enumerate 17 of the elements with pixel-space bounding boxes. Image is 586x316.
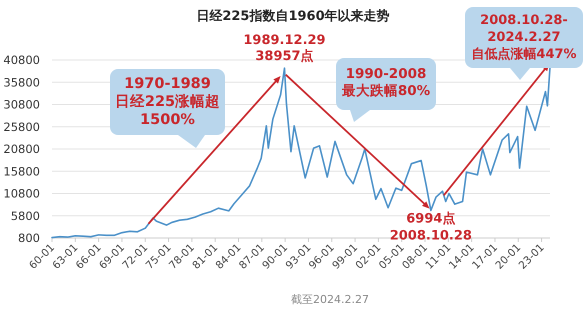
text: 截至2024.2.27 (291, 293, 369, 306)
y-tick-label: 25800 (3, 120, 40, 134)
y-tick-label: 5800 (10, 208, 40, 223)
annotation: 1970-1989 日经225涨幅超 1500% (114, 76, 220, 128)
y-tick-label: 20800 (3, 142, 40, 156)
y-tick-label: 10800 (3, 186, 40, 200)
line-series (51, 66, 551, 238)
y-tick-label: 30800 (3, 98, 40, 112)
chart-title: 日经225指数自1960年以来走势 (196, 8, 390, 24)
annotation: 1989.12.29 38957点 (243, 33, 326, 64)
y-tick-label: 15800 (3, 164, 40, 178)
y-tick-label: 35800 (3, 75, 40, 90)
y-tick-label: 800 (18, 231, 40, 245)
annotation: 6994点 2008.10.28 (390, 210, 472, 244)
annotation: 1990-2008 最大跌幅80% (340, 66, 431, 99)
y-tick-label: 40800 (3, 53, 40, 67)
annotation: 2008.10.28- 2024.2.27 自低点涨幅447% (471, 13, 577, 62)
